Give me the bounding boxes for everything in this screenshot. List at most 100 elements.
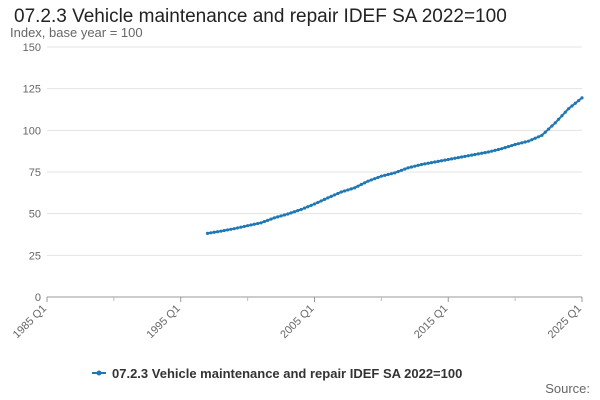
data-point[interactable] — [356, 184, 360, 188]
data-point[interactable] — [536, 135, 541, 139]
data-point[interactable] — [363, 181, 367, 185]
data-point[interactable] — [229, 227, 233, 231]
data-point[interactable] — [282, 213, 287, 217]
data-point[interactable] — [302, 206, 307, 210]
data-point[interactable] — [222, 228, 226, 233]
data-point[interactable] — [292, 210, 297, 214]
data-point[interactable] — [235, 226, 240, 230]
data-point[interactable] — [312, 202, 317, 206]
data-point[interactable] — [446, 157, 450, 162]
data-point[interactable] — [279, 214, 283, 218]
data-point[interactable] — [423, 162, 427, 166]
data-point[interactable] — [379, 174, 383, 178]
data-point[interactable] — [239, 225, 243, 229]
data-point[interactable] — [376, 175, 380, 180]
data-point[interactable] — [506, 144, 511, 149]
data-point[interactable] — [353, 186, 357, 190]
data-point[interactable] — [476, 152, 480, 156]
data-point[interactable] — [429, 161, 434, 165]
data-point[interactable] — [396, 169, 400, 174]
data-point[interactable] — [500, 147, 504, 151]
data-point[interactable] — [456, 156, 460, 160]
data-point[interactable] — [276, 215, 280, 219]
data-point[interactable] — [513, 142, 517, 147]
data-point[interactable] — [470, 153, 474, 157]
data-point[interactable] — [493, 148, 497, 152]
data-point[interactable] — [336, 191, 340, 196]
data-point[interactable] — [449, 157, 454, 161]
data-point[interactable] — [439, 159, 444, 163]
data-point[interactable] — [205, 231, 210, 235]
data-point[interactable] — [259, 221, 263, 225]
data-point[interactable] — [286, 212, 290, 216]
data-point[interactable] — [272, 216, 276, 220]
legend-label[interactable]: 07.2.3 Vehicle maintenance and repair ID… — [112, 366, 462, 381]
data-point[interactable] — [546, 127, 551, 131]
data-point[interactable] — [359, 182, 363, 187]
data-point[interactable] — [373, 177, 377, 181]
data-point[interactable] — [346, 188, 350, 192]
data-point[interactable] — [526, 139, 531, 143]
data-point[interactable] — [406, 166, 410, 170]
data-point[interactable] — [256, 221, 260, 226]
data-point[interactable] — [516, 142, 521, 146]
data-point[interactable] — [463, 154, 467, 158]
data-point[interactable] — [543, 130, 547, 134]
data-point[interactable] — [556, 117, 561, 121]
data-point[interactable] — [443, 158, 447, 162]
data-point[interactable] — [383, 173, 387, 177]
data-point[interactable] — [560, 114, 564, 118]
data-point[interactable] — [409, 165, 414, 169]
source-label[interactable]: Source: — [545, 381, 590, 396]
data-point[interactable] — [480, 151, 484, 155]
data-point[interactable] — [339, 190, 343, 194]
data-point[interactable] — [433, 160, 437, 164]
data-point[interactable] — [413, 164, 417, 168]
data-point[interactable] — [266, 218, 270, 222]
data-point[interactable] — [416, 163, 420, 167]
data-point[interactable] — [550, 124, 554, 128]
data-point[interactable] — [252, 222, 256, 226]
data-point[interactable] — [567, 107, 571, 111]
data-point[interactable] — [242, 224, 246, 229]
data-point[interactable] — [503, 146, 507, 150]
data-point[interactable] — [329, 194, 333, 198]
data-point[interactable] — [460, 155, 464, 159]
data-point[interactable] — [573, 101, 577, 105]
data-point[interactable] — [269, 217, 273, 221]
data-point[interactable] — [246, 224, 250, 228]
data-point[interactable] — [316, 200, 320, 205]
data-point[interactable] — [219, 229, 223, 233]
data-point[interactable] — [322, 197, 327, 201]
data-point[interactable] — [299, 207, 303, 212]
data-point[interactable] — [403, 167, 407, 171]
data-point[interactable] — [209, 231, 213, 235]
data-point[interactable] — [419, 162, 424, 167]
data-point[interactable] — [473, 152, 477, 157]
data-point[interactable] — [232, 227, 236, 231]
data-point[interactable] — [399, 168, 404, 172]
data-point[interactable] — [426, 161, 430, 165]
data-point[interactable] — [436, 159, 440, 163]
data-point[interactable] — [212, 230, 216, 234]
data-point[interactable] — [225, 228, 230, 232]
data-point[interactable] — [342, 189, 347, 193]
data-point[interactable] — [349, 187, 353, 191]
data-point[interactable] — [553, 121, 557, 125]
data-point[interactable] — [530, 138, 534, 142]
data-point[interactable] — [332, 193, 337, 197]
data-point[interactable] — [510, 143, 514, 148]
data-point[interactable] — [366, 179, 370, 183]
data-point[interactable] — [326, 196, 330, 200]
data-point[interactable] — [496, 147, 501, 152]
data-point[interactable] — [453, 156, 457, 160]
data-point[interactable] — [296, 209, 300, 213]
data-point[interactable] — [466, 154, 470, 158]
data-point[interactable] — [319, 199, 323, 203]
data-point[interactable] — [249, 223, 253, 227]
data-point[interactable] — [386, 172, 390, 177]
data-point[interactable] — [306, 205, 310, 209]
legend[interactable]: 07.2.3 Vehicle maintenance and repair ID… — [92, 366, 462, 381]
data-point[interactable] — [563, 110, 567, 114]
data-point[interactable] — [289, 211, 293, 215]
